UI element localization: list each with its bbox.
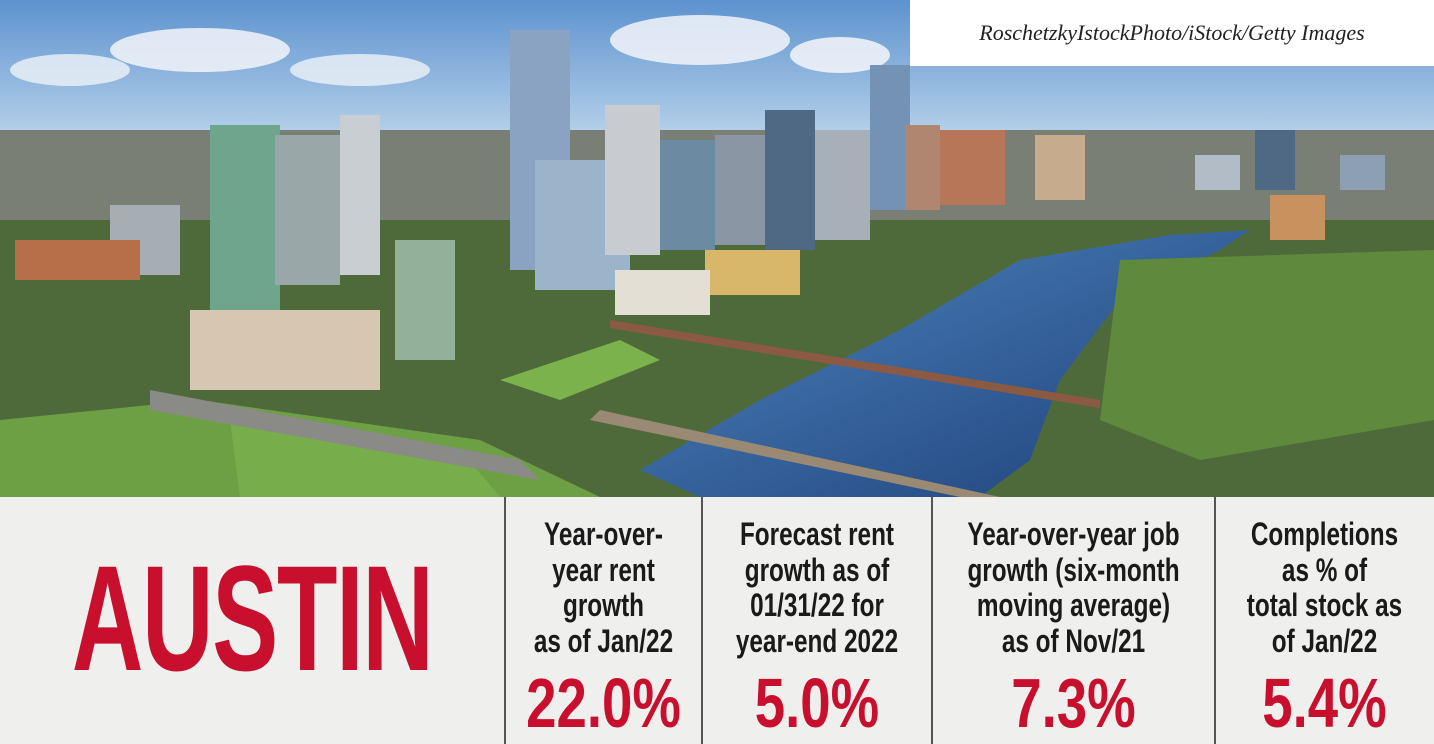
- stat-label-line: of Jan/22: [1271, 622, 1378, 659]
- stat-column: Forecast rent growth as of 01/31/22 for yea…: [702, 497, 932, 744]
- stat-column: Completions as % of total stock as of Jan/2…: [1215, 497, 1434, 744]
- column-divider: [701, 497, 703, 744]
- stat-value: 5.0%: [754, 664, 880, 742]
- credit-text: RoschetzkyIstockPhoto/iStock/Getty Image…: [979, 20, 1365, 45]
- stats-panel: AUSTIN Year-over-year rent growth as of Ja…: [0, 497, 1434, 744]
- stat-value: 22.0%: [526, 664, 681, 742]
- stat-label-line: Year-over-year job: [967, 516, 1180, 552]
- stat-label-line: growth (six-month: [967, 551, 1180, 588]
- stat-label-line: 01/31/22 for: [750, 587, 884, 623]
- column-divider: [931, 497, 933, 744]
- stat-label: Forecast rent growth as of 01/31/22 for yea…: [684, 516, 950, 659]
- city-block: AUSTIN: [0, 497, 505, 744]
- stat-label: Year-over-year job growth (six-month movin…: [920, 516, 1226, 659]
- stat-label-line: as of Nov/21: [1001, 622, 1146, 659]
- stat-value: 7.3%: [1011, 664, 1136, 742]
- stat-label-line: Year-over-: [544, 516, 663, 552]
- stat-label-line: as % of: [1281, 551, 1368, 588]
- stat-label-line: total stock as: [1246, 587, 1403, 623]
- stat-label-line: Completions: [1250, 516, 1399, 552]
- stat-column: Year-over-year job growth (six-month movin…: [932, 497, 1215, 744]
- stat-label-line: Forecast rent: [739, 516, 895, 552]
- stat-value: 5.4%: [1262, 664, 1387, 742]
- stat-label-line: as of Jan/22: [533, 622, 674, 659]
- stat-column: Year-over-year rent growth as of Jan/22 22.…: [505, 497, 702, 744]
- stat-label-line: year-end 2022: [735, 622, 899, 659]
- stat-label-line: moving average): [976, 587, 1171, 623]
- stat-label: Year-over-year rent growth as of Jan/22: [483, 516, 724, 659]
- column-divider: [1214, 497, 1216, 744]
- skyline: [15, 30, 1385, 390]
- city-name: AUSTIN: [72, 533, 434, 702]
- stat-label: Completions as % of total stock as of Jan/2…: [1196, 516, 1434, 659]
- stat-label-line: growth as of: [744, 551, 890, 588]
- column-divider: [504, 497, 506, 744]
- photo-credit: RoschetzkyIstockPhoto/iStock/Getty Image…: [910, 0, 1434, 66]
- stat-label-line: year rent: [552, 551, 655, 588]
- city-photo: [0, 0, 1434, 497]
- stat-label-line: growth: [562, 587, 645, 623]
